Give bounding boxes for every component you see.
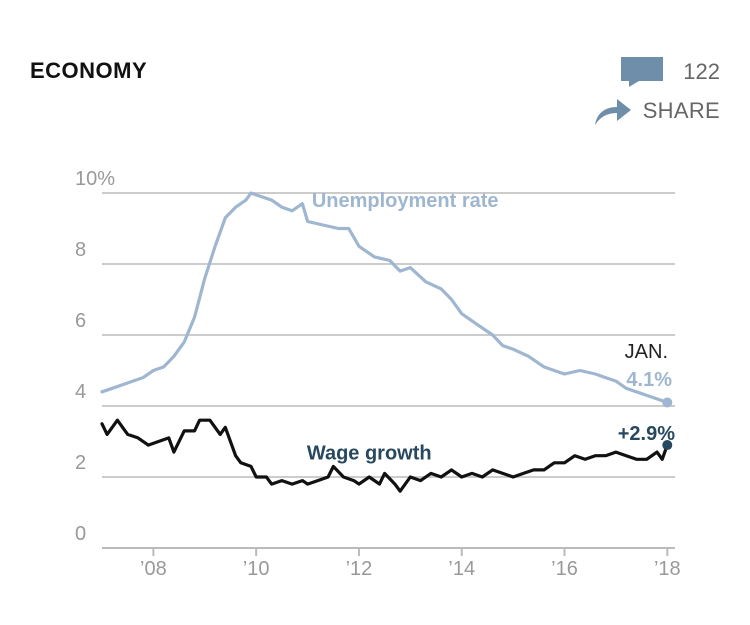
x-tick-label: ’14 (448, 558, 475, 580)
y-tick-label: 10% (75, 168, 115, 190)
series-label-unemployment-rate: Unemployment rate (312, 190, 499, 212)
share-button[interactable]: SHARE (593, 95, 720, 127)
x-tick-label: ’10 (243, 558, 270, 580)
y-tick-label: 4 (75, 381, 86, 403)
wage-end-point (662, 440, 673, 451)
unemployment-rate-line (100, 191, 669, 405)
series-label-wage-growth: Wage growth (307, 442, 432, 464)
y-tick-label: 2 (75, 452, 86, 474)
series-lines (100, 191, 669, 493)
wage-growth-line (100, 418, 669, 493)
y-axis-ticks: 10% 8 6 4 2 0 (75, 168, 115, 545)
x-tick-label: ’08 (140, 558, 167, 580)
comments-button[interactable]: 122 (621, 57, 720, 87)
x-tick-label: ’16 (551, 558, 578, 580)
annotation-unemployment-value: 4.1% (626, 369, 672, 391)
annotation-wage-value: +2.9% (618, 423, 675, 445)
end-points (662, 397, 673, 451)
x-axis-ticks: ’08 ’10 ’12 ’14 ’16 ’18 (140, 548, 681, 580)
unemployment-end-point (662, 397, 673, 408)
x-tick-label: ’12 (346, 558, 373, 580)
share-label: SHARE (642, 98, 720, 123)
section-label[interactable]: ECONOMY (30, 58, 148, 83)
x-tick-label: ’18 (654, 558, 681, 580)
series-labels: Unemployment rate Wage growth JAN. 4.1% … (307, 190, 675, 464)
comment-icon (621, 57, 664, 87)
y-tick-label: 8 (75, 239, 86, 261)
share-icon (593, 95, 633, 127)
grid-lines (102, 192, 675, 549)
y-tick-label: 0 (75, 523, 86, 545)
annotation-jan: JAN. (625, 341, 668, 363)
y-tick-label: 6 (75, 310, 86, 332)
comment-count: 122 (683, 59, 720, 84)
